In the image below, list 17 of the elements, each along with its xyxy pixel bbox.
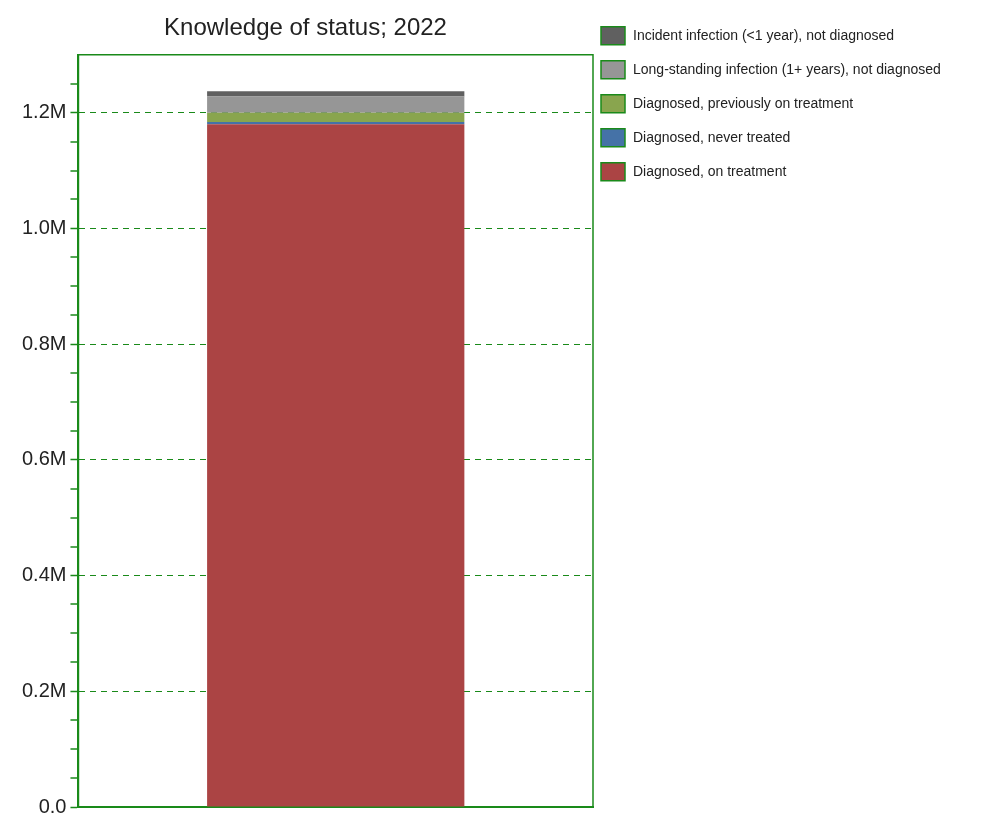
legend-label: Diagnosed, previously on treatment — [633, 94, 854, 111]
y-tick-label: 0.4M — [21, 563, 67, 586]
bar — [207, 112, 465, 122]
chart-title: Knowledge of status; 2022 — [164, 13, 447, 41]
y-tick-label: 0.0 — [38, 794, 67, 817]
legend-label: Diagnosed, never treated — [633, 128, 791, 145]
legend-label: Incident infection (<1 year), not diagnosed — [633, 26, 895, 43]
legend-label: Diagnosed, on treatment — [633, 162, 787, 179]
bar — [207, 124, 465, 807]
y-tick-label: 0.8M — [21, 331, 67, 354]
y-tick-label: 0.2M — [21, 678, 67, 701]
y-tick-label: 0.6M — [21, 447, 67, 470]
y-tick-label: 1.2M — [21, 100, 67, 123]
bar — [207, 91, 465, 97]
bar — [207, 96, 465, 113]
y-tick-label: 1.0M — [21, 215, 67, 238]
legend-label: Long-standing infection (1+ years), not diagnosed — [633, 60, 941, 77]
